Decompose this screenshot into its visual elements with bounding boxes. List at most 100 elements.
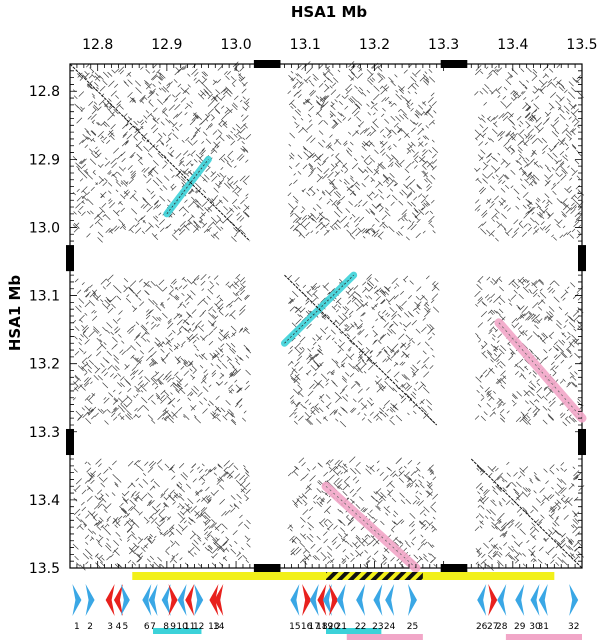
gene-label: 5 [122, 622, 128, 632]
gene-label: 8 [163, 622, 169, 632]
gap-bar-top [440, 60, 468, 68]
diagonal-segment [284, 274, 438, 426]
gene-arrow [538, 584, 548, 616]
gene-arrow [309, 584, 319, 616]
gene-arrow [214, 584, 224, 616]
x-tick-label: 13.1 [290, 37, 321, 53]
gene-label: 25 [407, 622, 418, 632]
diagonal-segment [69, 63, 251, 242]
y-tick-label: 13.4 [29, 493, 60, 509]
gene-arrow [407, 584, 417, 616]
gene-arrow [120, 584, 130, 616]
gene-arrow [336, 584, 346, 616]
gene-arrow [72, 584, 82, 616]
pink-repeat-bar [346, 634, 423, 640]
gene-label: 16 [301, 622, 313, 632]
direct-repeat-dots [325, 485, 417, 569]
y-tick-label: 13.5 [29, 561, 60, 577]
gene-arrow [105, 584, 115, 616]
gene-arrow [477, 584, 487, 616]
gene-label: 10 [176, 622, 188, 632]
gap-bar-right [578, 245, 586, 272]
y-tick-label: 12.8 [29, 84, 60, 100]
gene-label: 11 [184, 622, 195, 632]
gene-arrow [373, 584, 383, 616]
gene-arrow [209, 584, 219, 616]
gene-arrow [113, 584, 123, 616]
diagonal-segment [470, 458, 583, 569]
gene-arrow [356, 584, 366, 616]
gene-label: 18 [316, 622, 328, 632]
pink-repeat-bar [505, 634, 582, 640]
gene-label: 30 [529, 622, 541, 632]
gap-bar-left [66, 428, 74, 456]
gene-label: 22 [355, 622, 366, 632]
x-tick-label: 13.3 [428, 37, 459, 53]
hatched-region-bar [326, 572, 423, 580]
gene-arrow [148, 584, 158, 616]
gene-label: 14 [213, 622, 225, 632]
gene-label: 32 [568, 622, 579, 632]
gene-label: 9 [170, 622, 176, 632]
gene-arrow [385, 584, 395, 616]
gene-arrow [161, 584, 171, 616]
y-axis-title: HSA1 Mb [6, 275, 24, 352]
inverted-repeat-dots [166, 159, 209, 215]
tick-marks [69, 63, 583, 569]
plot-area [66, 60, 587, 573]
gene-label: 12 [193, 622, 204, 632]
x-tick-label: 13.5 [566, 37, 597, 53]
gap-bar-left [66, 245, 74, 272]
gene-label: 3 [107, 622, 113, 632]
gene-arrow [322, 584, 332, 616]
gene-label: 4 [116, 622, 122, 632]
annotation-track [132, 572, 582, 640]
x-tick-label: 12.9 [151, 37, 182, 53]
gene-arrow [317, 584, 327, 616]
gene-label: 19 [322, 622, 334, 632]
y-tick-label: 13.2 [29, 357, 60, 373]
gene-label: 21 [335, 622, 346, 632]
gene-arrow [497, 584, 507, 616]
gene-arrow [194, 584, 204, 616]
gene-label: 13 [208, 622, 219, 632]
x-tick-label: 12.8 [82, 37, 113, 53]
x-tick-label: 13.4 [497, 37, 528, 53]
direct-repeat-dots [498, 322, 583, 419]
gene-label: 15 [289, 622, 300, 632]
x-axis-title: HSA1 Mb [291, 3, 368, 21]
gene-label: 1 [74, 622, 80, 632]
gene-arrows [72, 584, 579, 616]
y-tick-label: 13.0 [29, 220, 60, 236]
gene-arrow [185, 584, 195, 616]
gene-label: 24 [384, 622, 396, 632]
self-diagonal [69, 63, 583, 569]
gap-bar-bottom [253, 564, 281, 572]
gene-arrow [488, 584, 498, 616]
gene-label: 26 [476, 622, 488, 632]
gene-arrow [515, 584, 525, 616]
y-tick-label: 13.1 [29, 289, 60, 305]
gap-bar-top [253, 60, 281, 68]
x-tick-label: 13.0 [220, 37, 251, 53]
gene-arrow [290, 584, 300, 616]
x-tick-labels: 12.8 12.9 13.0 13.1 13.2 13.3 13.4 13.5 [82, 37, 597, 53]
gene-arrow [530, 584, 540, 616]
y-tick-labels: 12.8 12.9 13.0 13.1 13.2 13.3 13.4 13.5 [29, 84, 60, 577]
x-tick-label: 13.2 [359, 37, 390, 53]
gene-arrow [302, 584, 312, 616]
repeat-highlights [163, 155, 587, 573]
gap-bar-right [578, 428, 586, 456]
cyan-repeat-bar [326, 628, 382, 634]
gene-label: 6 [144, 622, 150, 632]
gene-arrow [329, 584, 339, 616]
gene-label: 2 [87, 622, 93, 632]
gene-label: 31 [538, 622, 549, 632]
axis-ticks [69, 63, 583, 569]
gene-arrow [168, 584, 178, 616]
gene-arrow [569, 584, 579, 616]
gene-label: 7 [150, 622, 156, 632]
gene-label: 23 [372, 622, 383, 632]
gene-label: 28 [496, 622, 508, 632]
